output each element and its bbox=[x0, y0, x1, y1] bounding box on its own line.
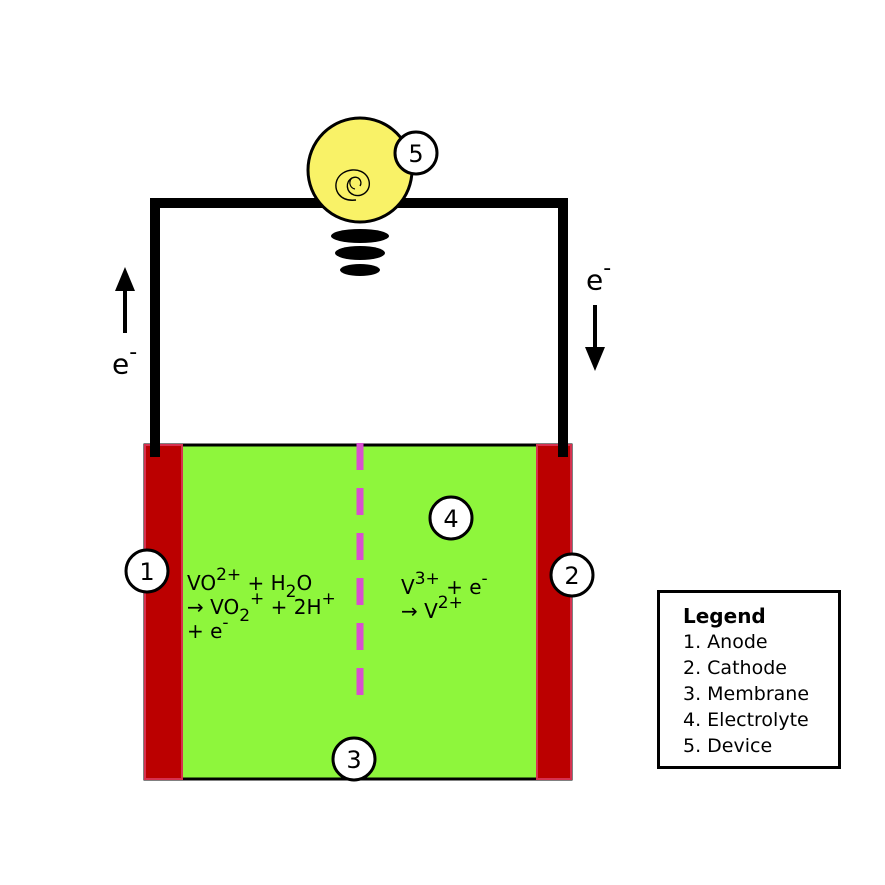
reaction-charge: 3+ bbox=[414, 569, 440, 590]
bulb-base-ring-2 bbox=[335, 246, 385, 260]
arrow-up-icon bbox=[115, 267, 135, 333]
reaction-charge: 2+ bbox=[216, 565, 242, 586]
legend-item-anode: 1. Anode bbox=[683, 631, 768, 653]
marker-4: 4 bbox=[428, 495, 474, 541]
reaction-text: + 2H bbox=[264, 595, 322, 619]
anode-reaction-line-1: VO2+ + H2O bbox=[187, 567, 336, 601]
legend-item-electrolyte: 4. Electrolyte bbox=[683, 709, 809, 731]
reaction-text: VO bbox=[187, 571, 217, 595]
legend-item-membrane: 3. Membrane bbox=[683, 683, 810, 705]
reaction-subscript: 2 bbox=[285, 582, 297, 602]
anode-electrode bbox=[144, 444, 183, 780]
reaction-subscript: 2 bbox=[239, 606, 251, 626]
legend-box: Legend 1. Anode 2. Cathode 3. Membrane 4… bbox=[657, 590, 841, 769]
electron-symbol: e bbox=[586, 263, 604, 297]
reaction-charge: + bbox=[321, 589, 336, 610]
legend-title: Legend bbox=[683, 604, 766, 628]
marker-1: 1 bbox=[124, 548, 170, 594]
svg-text:4: 4 bbox=[443, 505, 458, 533]
reaction-charge: 2+ bbox=[437, 593, 463, 614]
marker-5: 5 bbox=[393, 130, 439, 176]
cathode-electrode bbox=[536, 444, 572, 780]
svg-text:3: 3 bbox=[346, 746, 361, 774]
electron-label-left: e- bbox=[112, 342, 137, 381]
svg-text:5: 5 bbox=[408, 140, 423, 168]
reaction-charge: + bbox=[250, 589, 265, 610]
reaction-text: → VO bbox=[187, 595, 240, 619]
electron-symbol: e bbox=[112, 347, 130, 381]
legend-item-cathode: 2. Cathode bbox=[683, 657, 787, 679]
anode-reaction-line-2: → VO2+ + 2H+ bbox=[187, 591, 336, 625]
anode-reaction-line-3: + e- bbox=[187, 615, 336, 643]
reaction-text: O bbox=[296, 571, 313, 595]
cathode-reaction-line-1: V3+ + e- bbox=[401, 571, 488, 599]
electron-label-right: e- bbox=[586, 258, 611, 297]
svg-text:2: 2 bbox=[564, 562, 579, 590]
legend-item-device: 5. Device bbox=[683, 735, 773, 757]
electron-charge: - bbox=[129, 340, 138, 365]
bulb-base-ring-1 bbox=[331, 229, 389, 243]
reaction-text: → V bbox=[401, 599, 438, 623]
marker-3: 3 bbox=[331, 736, 377, 782]
marker-2: 2 bbox=[549, 552, 595, 598]
cathode-reaction: V3+ + e- → V2+ bbox=[401, 571, 488, 623]
reaction-text: + e bbox=[439, 575, 482, 599]
reaction-charge: - bbox=[222, 613, 229, 634]
filament-spiral bbox=[335, 169, 370, 201]
arrow-down-icon bbox=[585, 305, 605, 371]
anode-reaction: VO2+ + H2O → VO2+ + 2H+ + e- bbox=[187, 567, 336, 643]
cathode-reaction-line-2: → V2+ bbox=[401, 595, 488, 623]
reaction-text: + e bbox=[187, 619, 223, 643]
reaction-charge: - bbox=[481, 569, 488, 590]
light-bulb-icon bbox=[306, 116, 414, 276]
reaction-text: + H bbox=[241, 571, 286, 595]
reaction-text: V bbox=[401, 575, 415, 599]
electron-charge: - bbox=[603, 256, 612, 281]
svg-text:1: 1 bbox=[139, 558, 154, 586]
bulb-base-ring-3 bbox=[340, 264, 380, 276]
